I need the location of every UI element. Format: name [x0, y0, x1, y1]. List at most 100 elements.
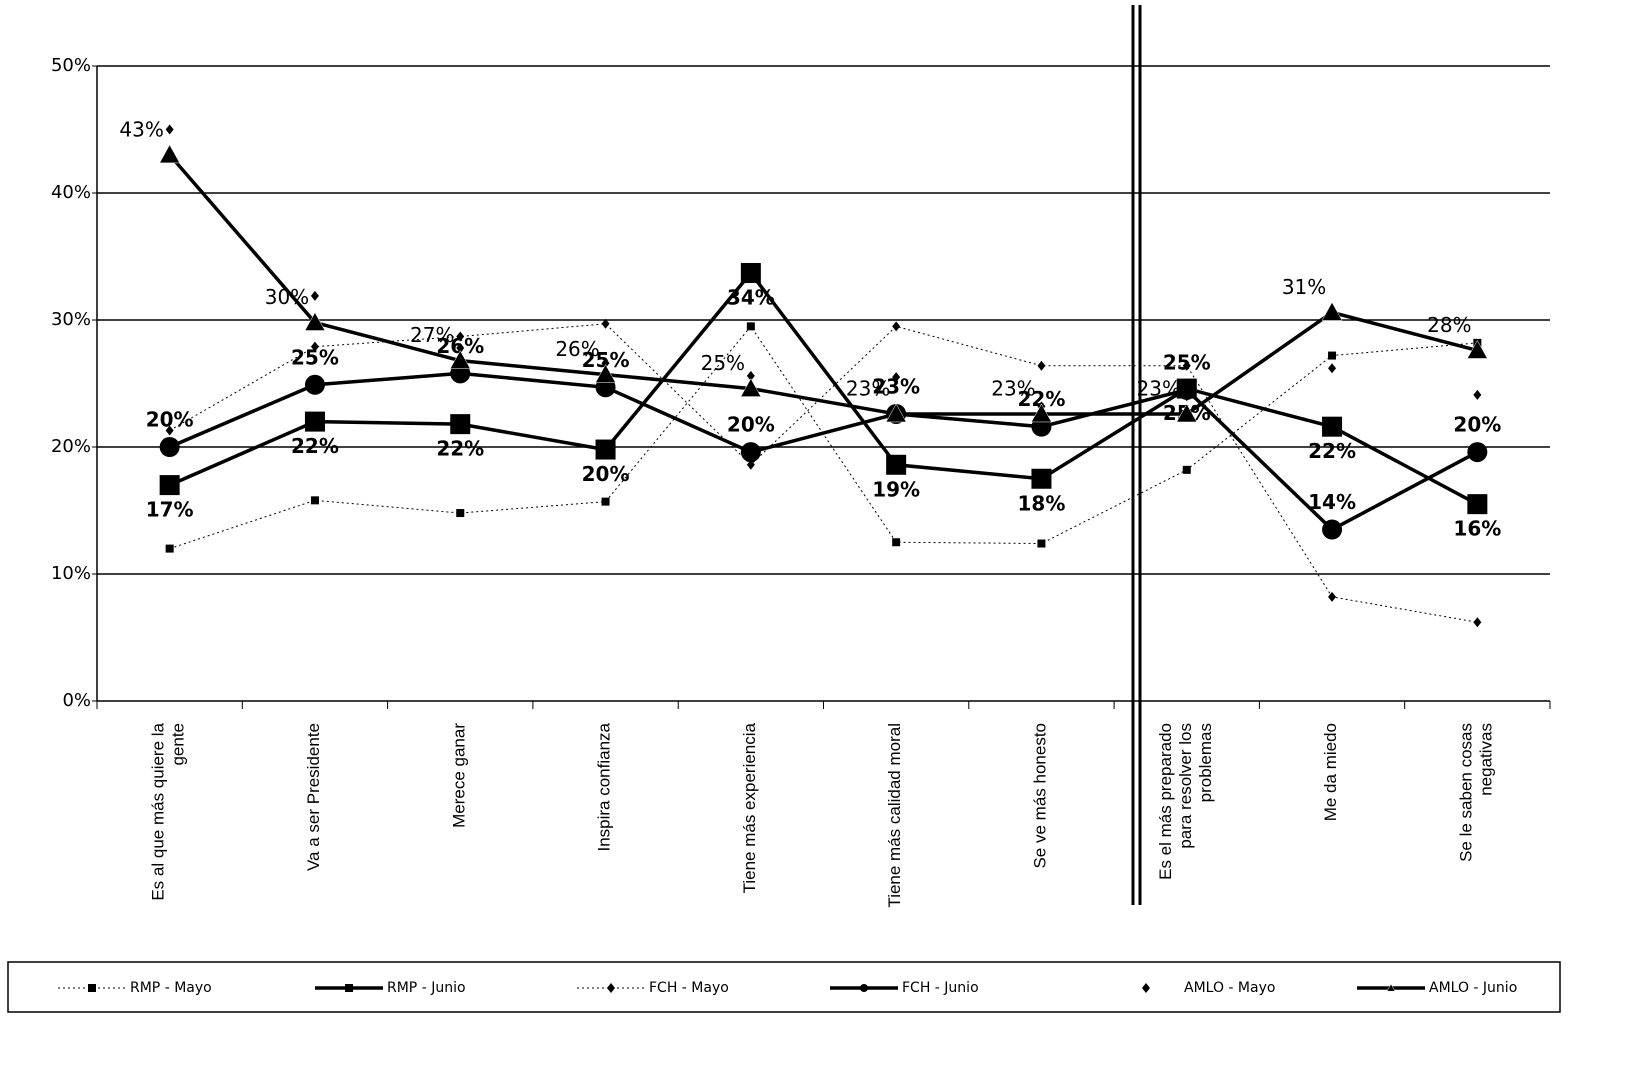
legend-label: AMLO - Mayo	[1184, 980, 1275, 996]
data-label: 22%	[436, 437, 484, 461]
marker	[601, 358, 610, 369]
data-label: 31%	[1282, 275, 1326, 299]
series-line	[168, 371, 1479, 532]
marker	[310, 496, 319, 505]
x-tick-label-group: Tiene más calidad moral	[886, 723, 905, 908]
marker	[456, 342, 465, 353]
marker	[1328, 591, 1337, 602]
marker	[1467, 442, 1488, 463]
marker	[601, 497, 610, 506]
y-tick-label: 30%	[51, 309, 91, 330]
marker	[304, 312, 326, 331]
legend-box	[7, 961, 1561, 1013]
data-label: 27%	[410, 323, 454, 347]
marker	[1473, 389, 1482, 400]
data-label: 17%	[146, 498, 194, 522]
series-line	[168, 153, 1478, 416]
data-label: 30%	[265, 285, 309, 309]
x-tick-label-group: Me da miedo	[1322, 723, 1341, 821]
data-label: 20%	[727, 413, 775, 437]
marker	[886, 454, 907, 475]
marker	[1176, 403, 1198, 423]
legend-label: FCH - Junio	[902, 980, 979, 996]
x-tick-label: Me da miedo	[1322, 723, 1341, 821]
legend-label: RMP - Junio	[387, 980, 466, 996]
marker	[456, 331, 465, 342]
marker	[159, 475, 180, 496]
marker	[304, 411, 325, 432]
marker	[1322, 519, 1343, 540]
marker	[892, 321, 901, 332]
y-tick-label: 20%	[51, 436, 91, 457]
marker	[595, 364, 616, 383]
x-tick-label-group: Se ve más honesto	[1031, 723, 1050, 869]
data-label: 34%	[727, 286, 775, 310]
data-label: 23%	[991, 376, 1035, 400]
marker	[165, 425, 174, 436]
marker	[746, 459, 755, 470]
marker	[1466, 339, 1488, 359]
marker	[1037, 360, 1046, 371]
y-tick-label: 40%	[51, 182, 91, 203]
marker	[607, 983, 615, 993]
marker	[740, 378, 762, 397]
x-tick-label-group: Tiene más experiencia	[740, 722, 759, 893]
x-tick-label-group: Inspira confianza	[595, 722, 614, 851]
data-label: 20%	[146, 408, 194, 432]
series-line	[169, 325, 1478, 550]
marker	[1322, 416, 1343, 437]
marker	[885, 403, 907, 423]
x-tick-label: Va a ser Presidente	[304, 723, 323, 871]
marker	[159, 437, 180, 457]
marker	[1182, 360, 1191, 371]
marker	[88, 984, 96, 992]
marker	[892, 372, 901, 383]
marker	[159, 144, 181, 164]
data-label: 25%	[291, 345, 339, 369]
data-label: 25%	[1163, 350, 1211, 374]
marker	[450, 414, 471, 435]
x-tick-label: Merece ganar	[450, 723, 469, 828]
x-tick-label-group: Merece ganar	[450, 723, 469, 828]
marker	[165, 544, 174, 553]
legend-label: FCH - Mayo	[649, 980, 729, 996]
marker	[1473, 617, 1482, 628]
marker	[1182, 465, 1191, 474]
marker	[1321, 301, 1343, 321]
marker	[1037, 539, 1046, 548]
data-label: 19%	[872, 477, 920, 501]
marker	[345, 984, 353, 992]
x-tick-label-group: Es al que más quiere lagente	[149, 722, 188, 900]
marker	[1328, 351, 1337, 360]
marker	[595, 439, 616, 460]
marker	[1031, 468, 1052, 489]
legend-label: AMLO - Junio	[1429, 980, 1517, 996]
data-label: 20%	[582, 462, 630, 486]
marker	[746, 322, 755, 331]
data-label: 20%	[1453, 413, 1501, 437]
data-label: 25%	[701, 351, 745, 375]
data-label: 18%	[1018, 491, 1066, 515]
x-tick-label-group: Se le saben cosasnegativas	[1457, 723, 1496, 862]
x-tick-label: Se ve más honesto	[1031, 723, 1050, 869]
marker	[304, 374, 325, 395]
x-tick-label: Tiene más calidad moral	[886, 723, 905, 908]
marker	[1467, 494, 1488, 515]
data-label: 23%	[846, 376, 890, 400]
data-label: 16%	[1453, 517, 1501, 541]
marker	[456, 509, 465, 518]
marker	[601, 318, 610, 329]
marker	[1182, 391, 1191, 402]
marker	[1031, 403, 1052, 423]
marker	[892, 538, 901, 547]
data-label: 43%	[119, 117, 163, 141]
marker	[449, 350, 471, 369]
x-tick-label-group: Va a ser Presidente	[304, 723, 323, 871]
data-label: 26%	[555, 337, 599, 361]
data-label: 23%	[1137, 376, 1181, 400]
marker	[310, 290, 319, 301]
marker	[740, 263, 761, 284]
marker	[1328, 363, 1337, 374]
